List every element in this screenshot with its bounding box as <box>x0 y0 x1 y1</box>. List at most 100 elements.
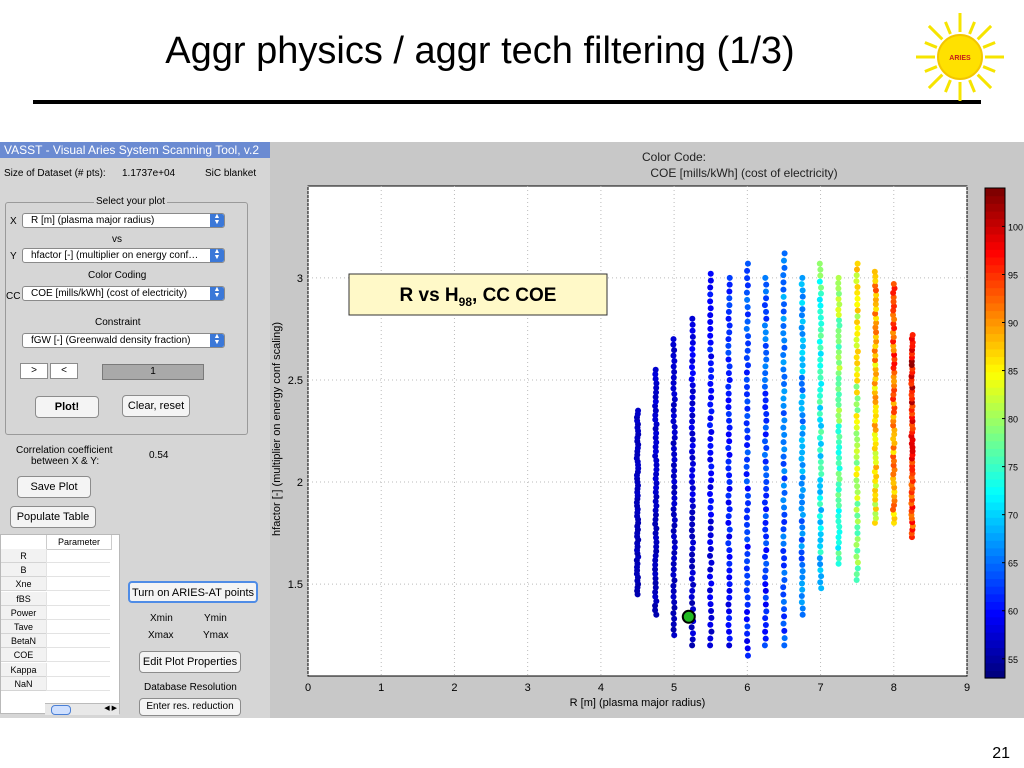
scatter-point <box>817 525 824 532</box>
scatter-point <box>817 302 824 309</box>
save-plot-button[interactable]: Save Plot <box>17 476 91 498</box>
scatter-point <box>835 502 842 509</box>
scatter-point <box>781 388 788 395</box>
scatter-point <box>708 353 715 360</box>
scatter-point <box>689 545 696 552</box>
scatter-point <box>707 449 714 456</box>
clear-reset-button[interactable]: Clear, reset <box>122 395 190 417</box>
scatter-point <box>670 533 677 540</box>
scatter-point <box>835 375 842 382</box>
scatter-point <box>671 434 678 441</box>
scatter-point <box>781 504 788 511</box>
annotation-box: R vs H98, CC COE <box>348 273 608 316</box>
scatter-point <box>744 413 751 420</box>
scatter-point <box>872 436 879 443</box>
scatter-point <box>689 600 696 607</box>
scroll-arrows-icon[interactable]: ◀ ▶ <box>104 705 117 712</box>
table-scrollbar[interactable]: ◀ ▶ <box>45 703 119 715</box>
scatter-point <box>743 514 750 521</box>
scatter-point <box>689 491 696 498</box>
scatter-point <box>708 607 715 614</box>
table-row-cell[interactable] <box>46 662 110 677</box>
scatter-point <box>872 408 879 415</box>
scatter-point <box>763 492 770 499</box>
scatter-point <box>744 594 751 601</box>
scatter-point <box>872 394 879 401</box>
table-row-cell[interactable] <box>46 563 110 578</box>
scatter-point <box>853 383 860 390</box>
colorbar-segment <box>985 494 1005 503</box>
table-row-cell[interactable] <box>46 676 110 691</box>
scatter-point <box>799 412 806 419</box>
table-row-cell[interactable] <box>46 591 110 606</box>
scatter-point <box>689 382 696 389</box>
scatter-point <box>726 608 733 615</box>
scatter-point <box>744 405 751 412</box>
colorbar-segment <box>985 402 1005 411</box>
scatter-point <box>690 581 697 588</box>
scatter-point <box>799 387 806 394</box>
scatter-chart: Color Code: COE [mills/kWh] (cost of ele… <box>271 150 1023 709</box>
scatter-point <box>708 374 715 381</box>
colorbar-segment <box>985 387 1005 396</box>
color-coding-select[interactable]: COE [mills/kWh] (cost of electricity) ▲ ▼ <box>22 286 225 301</box>
less-than-button[interactable]: < <box>50 363 78 379</box>
greater-than-button[interactable]: > <box>20 363 48 379</box>
scatter-point <box>872 361 879 368</box>
scatter-point <box>652 448 659 455</box>
scatter-point <box>652 511 659 518</box>
colorbar-segment <box>985 501 1005 511</box>
scatter-point <box>853 278 860 285</box>
colorbar-frame <box>984 187 1006 679</box>
colorbar-segment <box>985 578 1005 587</box>
colorbar-segment <box>985 249 1005 258</box>
scatter-point <box>653 534 660 541</box>
scatter-point <box>835 327 842 334</box>
scatter-point <box>854 395 861 402</box>
scatter-point <box>891 488 898 495</box>
scatter-point <box>652 507 659 514</box>
table-row-cell[interactable] <box>46 577 110 592</box>
table-row-cell[interactable] <box>46 620 110 634</box>
scatter-point <box>853 553 860 560</box>
table-row-cell[interactable] <box>46 605 110 620</box>
enter-resolution-button[interactable]: Enter res. reduction <box>139 698 241 716</box>
scatter-point <box>762 526 769 533</box>
scatter-point <box>670 473 677 480</box>
table-row-cell[interactable] <box>46 648 110 663</box>
scroll-thumb[interactable] <box>51 705 71 715</box>
table-row-cell[interactable] <box>46 549 110 563</box>
colorbar-tick-label: 60 <box>1008 607 1018 617</box>
scatter-point <box>726 581 733 588</box>
table-row-cell[interactable] <box>46 634 110 649</box>
scatter-point <box>652 584 659 591</box>
color-code-title: Color Code: <box>642 150 706 164</box>
plot-button[interactable]: Plot! <box>35 396 99 418</box>
scatter-point <box>780 402 787 409</box>
constraint-select[interactable]: fGW [-] (Greenwald density fraction) ▲ ▼ <box>22 333 225 348</box>
scatter-point <box>891 519 898 526</box>
x-variable-select[interactable]: R [m] (plasma major radius) ▲ ▼ <box>22 213 225 228</box>
title-rule <box>33 100 981 104</box>
scatter-point <box>689 448 696 455</box>
scatter-point <box>836 476 843 483</box>
scatter-point <box>762 329 769 336</box>
scatter-point <box>780 301 787 308</box>
aries-at-points-button[interactable]: Turn on ARIES-AT points <box>128 581 258 603</box>
scatter-point <box>726 635 733 642</box>
constraint-value-field[interactable]: 1 <box>102 364 204 380</box>
scatter-point <box>707 346 714 353</box>
scatter-point <box>835 534 842 541</box>
edit-plot-properties-button[interactable]: Edit Plot Properties <box>139 651 241 673</box>
scatter-point <box>726 594 733 601</box>
scatter-point <box>873 329 880 336</box>
colorbar-segment <box>985 348 1005 358</box>
scatter-point <box>690 539 697 546</box>
scatter-point <box>689 406 696 413</box>
scatter-point <box>835 491 842 498</box>
scatter-point <box>762 438 769 445</box>
scatter-point <box>762 601 769 608</box>
populate-table-button[interactable]: Populate Table <box>10 506 96 528</box>
scatter-point <box>854 313 861 320</box>
y-variable-select[interactable]: hfactor [-] (multiplier on energy conf… … <box>22 248 225 263</box>
